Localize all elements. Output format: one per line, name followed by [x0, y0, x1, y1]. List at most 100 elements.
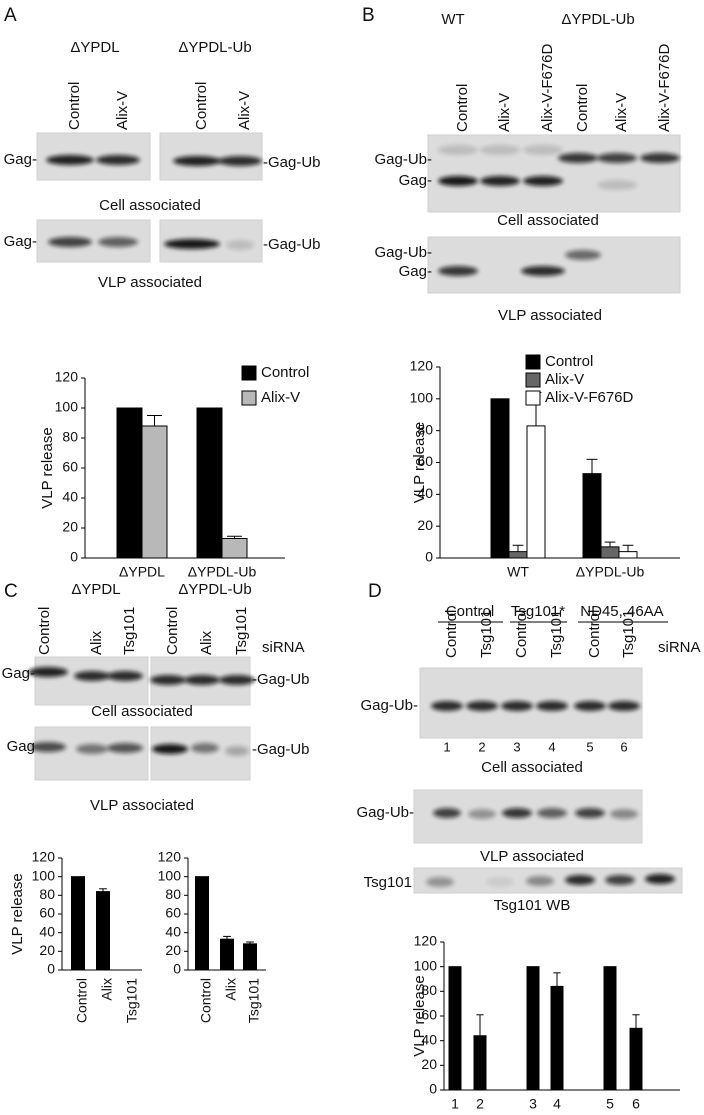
bar: [526, 966, 540, 1091]
blot-band: [74, 671, 110, 681]
label: Alix-V: [613, 93, 630, 132]
y-tick-label: 0: [70, 549, 78, 565]
blot-band: [501, 701, 533, 711]
y-tick-label: 0: [425, 549, 433, 565]
label: Control: [443, 610, 460, 658]
x-tick-label: 1: [451, 1096, 459, 1112]
label: ΔYPDL: [70, 39, 119, 56]
blot-band: [191, 743, 219, 753]
blot-band: [28, 667, 68, 677]
x-tick-label: ΔYPDL: [119, 564, 165, 580]
bar: [490, 398, 510, 559]
label: Tsg101: [233, 607, 250, 655]
y-tick-label: 40: [417, 485, 433, 501]
blot-band: [150, 675, 186, 685]
label: Gag-: [399, 263, 432, 280]
label: Control: [513, 610, 530, 658]
y-tick-label: 20: [62, 519, 78, 535]
label: siRNA: [658, 639, 701, 656]
legend-swatch: [525, 372, 541, 388]
blot-band: [438, 266, 478, 276]
label: Tsg101*: [511, 603, 565, 620]
blot-band: [30, 742, 66, 752]
bar: [221, 538, 248, 559]
label: -Gag-Ub: [252, 741, 310, 758]
y-tick-label: 60: [39, 905, 55, 921]
blot-band: [480, 176, 520, 186]
bar: [550, 985, 564, 1091]
legend-label: Control: [261, 364, 309, 381]
blot-band: [558, 153, 598, 163]
blot-band: [433, 808, 461, 818]
blot-band: [523, 176, 563, 186]
blot-band: [645, 874, 675, 884]
label: Gag-: [399, 172, 432, 189]
blot-band: [225, 746, 249, 756]
label: Control: [36, 607, 53, 655]
blot-band: [521, 266, 565, 276]
y-tick-label: 20: [417, 517, 433, 533]
error-bar: [553, 972, 561, 987]
blot-band: [438, 176, 478, 186]
error-bar: [227, 535, 242, 539]
x-tick-label: 3: [529, 1096, 537, 1112]
label: Gag-Ub-: [360, 697, 418, 714]
label: -Gag-Ub: [252, 671, 310, 688]
y-tick-label: 60: [421, 1007, 437, 1023]
y-tick-label: 60: [165, 905, 181, 921]
label: Control: [454, 84, 471, 132]
y-tick-label: 40: [165, 923, 181, 939]
error-bar: [604, 541, 616, 547]
blot-band: [640, 153, 680, 163]
blot-band: [605, 875, 635, 885]
legend-label: Alix-V-F676D: [545, 389, 634, 406]
label: Control: [574, 84, 591, 132]
label: Alix: [198, 630, 215, 655]
blot-band: [597, 180, 637, 190]
label: 4: [548, 739, 555, 754]
panel-label: B: [362, 5, 375, 26]
label: Gag: [7, 738, 35, 755]
x-tick-label: Tsg101: [124, 978, 140, 1023]
label: Cell associated: [497, 212, 599, 229]
label: Alix-V-F676D: [539, 43, 556, 132]
bar: [473, 1035, 487, 1091]
blot-band: [219, 675, 255, 685]
y-tick-label: 80: [417, 421, 433, 437]
bar: [71, 876, 85, 971]
bar: [600, 546, 620, 559]
blot-band: [226, 240, 254, 250]
y-tick-label: 100: [410, 390, 434, 406]
legend-label: Control: [545, 353, 593, 370]
label: Tsg101: [548, 610, 565, 658]
x-tick-label: WT: [507, 564, 529, 580]
y-axis-label: VLP release: [9, 873, 26, 954]
label: Gag-Ub-: [356, 804, 414, 821]
bar: [220, 938, 234, 971]
label: Tsg101: [364, 874, 412, 891]
x-tick-label: 6: [632, 1096, 640, 1112]
y-tick-label: 100: [32, 867, 56, 883]
label: 1: [443, 739, 450, 754]
legend-label: Alix-V: [545, 371, 584, 388]
blot-band: [480, 145, 520, 155]
y-tick-label: 120: [410, 358, 434, 374]
y-tick-label: 100: [414, 957, 438, 973]
y-tick-label: 20: [39, 942, 55, 958]
y-axis-label: VLP release: [411, 422, 428, 503]
error-bar: [586, 458, 598, 474]
x-tick-label: Tsg101: [246, 978, 262, 1023]
x-tick-label: Alix: [99, 978, 115, 1001]
y-tick-label: 120: [32, 849, 56, 865]
label: 5: [586, 739, 593, 754]
x-tick-label: ΔYPDL-Ub: [188, 564, 257, 580]
bar: [196, 407, 223, 559]
bar: [618, 551, 638, 559]
label: Alix-V-F676D: [656, 43, 673, 132]
label: Alix-V: [496, 93, 513, 132]
bar: [141, 425, 168, 559]
x-tick-label: ΔYPDL-Ub: [576, 564, 645, 580]
blot-band: [610, 809, 638, 819]
label: Tsg101: [478, 610, 495, 658]
label: Gag-: [4, 233, 37, 250]
